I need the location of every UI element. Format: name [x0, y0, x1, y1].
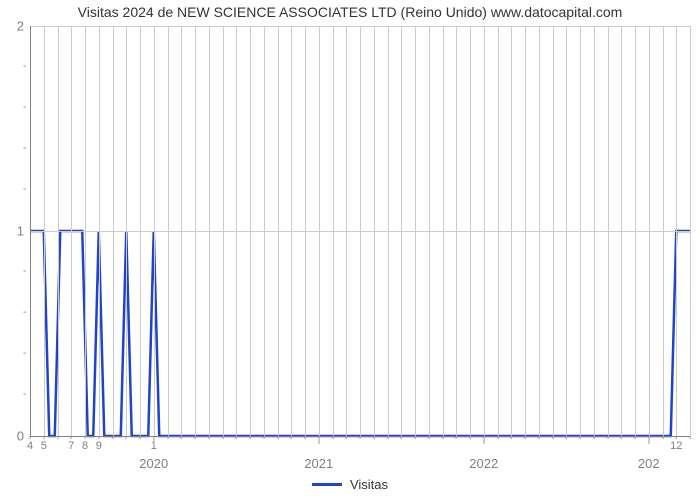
grid-vertical: [85, 26, 86, 436]
grid-vertical: [346, 26, 347, 436]
grid-vertical: [195, 26, 196, 436]
grid-vertical: [470, 26, 471, 436]
axis-x: [30, 436, 690, 437]
grid-vertical: [250, 26, 251, 436]
x-tick-year-label: 2021: [304, 456, 333, 471]
x-tick-year-label: 2022: [469, 456, 498, 471]
grid-vertical: [71, 26, 72, 436]
grid-vertical: [374, 26, 375, 436]
grid-vertical: [608, 26, 609, 436]
x-tick-month-label: 8: [82, 440, 88, 452]
x-tick-month-label: 5: [41, 440, 47, 452]
y-tick-minor: -: [23, 147, 27, 151]
x-tick-mark-major: [153, 436, 154, 444]
grid-vertical: [319, 26, 320, 436]
grid-vertical: [113, 26, 114, 436]
grid-vertical: [525, 26, 526, 436]
grid-vertical: [635, 26, 636, 436]
y-tick-minor: -: [23, 65, 27, 69]
grid-vertical: [676, 26, 677, 436]
x-tick-year-label: 202: [638, 456, 660, 471]
grid-vertical: [690, 26, 691, 436]
grid-vertical: [99, 26, 100, 436]
grid-vertical: [429, 26, 430, 436]
legend-swatch: [312, 483, 342, 486]
grid-vertical: [168, 26, 169, 436]
legend: Visitas: [312, 477, 388, 492]
y-tick-minor: -: [23, 270, 27, 274]
chart-container: Visitas 2024 de NEW SCIENCE ASSOCIATES L…: [0, 0, 700, 500]
x-tick-mark-major: [318, 436, 319, 444]
grid-vertical: [566, 26, 567, 436]
y-tick-label: 0: [17, 429, 24, 444]
grid-vertical: [539, 26, 540, 436]
grid-vertical: [484, 26, 485, 436]
grid-vertical: [333, 26, 334, 436]
y-tick-minor: -: [23, 311, 27, 315]
grid-vertical: [580, 26, 581, 436]
grid-vertical: [264, 26, 265, 436]
y-tick-minor: -: [23, 393, 27, 397]
grid-vertical: [209, 26, 210, 436]
grid-vertical: [223, 26, 224, 436]
grid-vertical: [181, 26, 182, 436]
x-tick-mark-major: [648, 436, 649, 444]
grid-vertical: [388, 26, 389, 436]
plot-area: 012--------45789112202020212022202: [30, 26, 690, 436]
y-tick-minor: -: [23, 106, 27, 110]
x-tick-month-label: 4: [27, 440, 33, 452]
x-tick-month-label: 12: [670, 440, 682, 452]
chart-title: Visitas 2024 de NEW SCIENCE ASSOCIATES L…: [0, 4, 700, 20]
grid-vertical: [236, 26, 237, 436]
grid-vertical: [401, 26, 402, 436]
y-tick-label: 1: [17, 224, 24, 239]
grid-vertical: [305, 26, 306, 436]
grid-vertical: [415, 26, 416, 436]
grid-vertical: [360, 26, 361, 436]
grid-vertical: [663, 26, 664, 436]
legend-label: Visitas: [350, 477, 388, 492]
x-tick-mark-major: [483, 436, 484, 444]
x-tick-month-label: 9: [96, 440, 102, 452]
grid-vertical: [154, 26, 155, 436]
grid-vertical: [553, 26, 554, 436]
x-tick-month-label: 7: [68, 440, 74, 452]
grid-vertical: [58, 26, 59, 436]
grid-vertical: [44, 26, 45, 436]
grid-vertical: [511, 26, 512, 436]
x-tick-year-label: 2020: [139, 456, 168, 471]
grid-vertical: [498, 26, 499, 436]
grid-vertical: [140, 26, 141, 436]
grid-vertical: [621, 26, 622, 436]
grid-vertical: [126, 26, 127, 436]
axis-y: [30, 26, 31, 436]
grid-vertical: [649, 26, 650, 436]
grid-vertical: [594, 26, 595, 436]
grid-vertical: [456, 26, 457, 436]
grid-vertical: [278, 26, 279, 436]
y-tick-label: 2: [17, 19, 24, 34]
y-tick-minor: -: [23, 352, 27, 356]
grid-vertical: [443, 26, 444, 436]
y-tick-minor: -: [23, 188, 27, 192]
grid-vertical: [291, 26, 292, 436]
